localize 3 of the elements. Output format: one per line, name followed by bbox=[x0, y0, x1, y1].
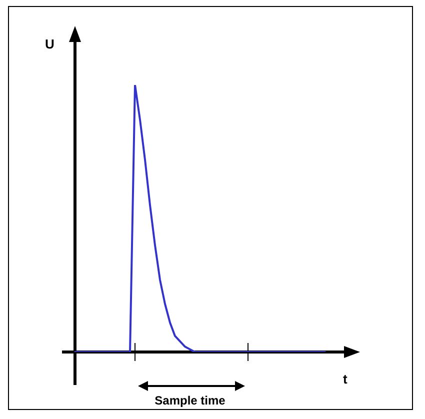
text: Sample time bbox=[154, 393, 226, 408]
x-axis-title: t bbox=[343, 372, 348, 387]
y-axis-title: U bbox=[45, 36, 54, 52]
